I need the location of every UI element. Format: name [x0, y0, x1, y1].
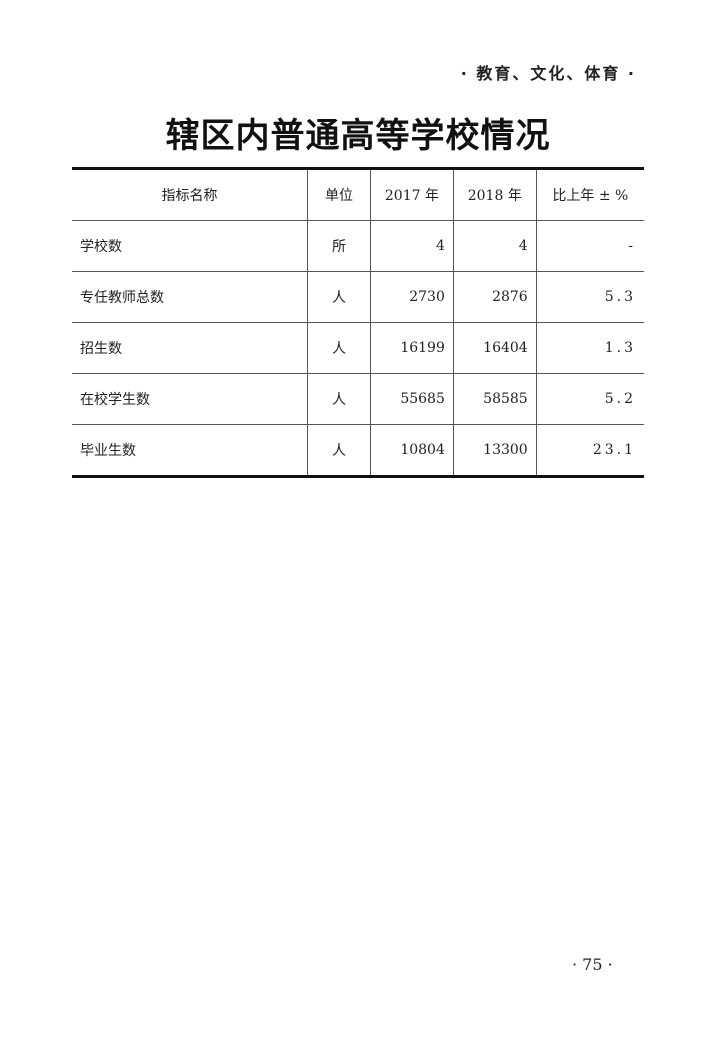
column-header: 2017 年 [370, 168, 454, 221]
table-cell: 10804 [370, 424, 454, 477]
table-cell: 人 [307, 271, 371, 323]
table-cell: 5.3 [535, 271, 644, 323]
table-cell: 1.3 [535, 322, 644, 374]
table-cell: 招生数 [72, 322, 308, 374]
table-row: 毕业生数 人 10804 13300 23.1 [72, 424, 644, 477]
data-table: 指标名称 单位 2017 年 2018 年 比上年 ± % 学校数所 4 4- 专任教… [72, 167, 644, 478]
table-cell: 2730 [370, 271, 454, 323]
table-cell: 人 [307, 322, 371, 374]
table-cell: 16404 [452, 322, 537, 374]
table-cell: 在校学生数 [72, 373, 308, 425]
table-cell: - [535, 220, 644, 272]
table-header-row: 指标名称 单位 2017 年 2018 年 比上年 ± % [72, 168, 644, 221]
page-number: · 75 · [572, 955, 613, 974]
section-header: · 教育、文化、体育 · [460, 64, 636, 83]
column-header: 比上年 ± % [535, 168, 644, 221]
column-header: 单位 [307, 168, 371, 221]
table-cell: 人 [307, 373, 371, 425]
table-cell: 16199 [370, 322, 454, 374]
table-cell: 5.2 [535, 373, 644, 425]
table-cell: 58585 [452, 373, 537, 425]
table-row: 招生数人 16199 16404 1.3 [72, 322, 644, 374]
column-header: 2018 年 [452, 168, 537, 221]
page-title: 辖区内普通高等学校情况 [165, 116, 551, 156]
table-cell: 2876 [452, 271, 537, 323]
table-cell: 13300 [452, 424, 537, 477]
table-cell: 4 [370, 220, 454, 272]
table-row: 在校学生数人 55685 58585 5.2 [72, 373, 644, 425]
table-cell: 专任教师总数 [72, 271, 308, 323]
table-cell: 毕业生数 [80, 443, 136, 459]
table-row: 学校数所 4 4- [72, 220, 644, 272]
table-cell: 学校数 [72, 220, 308, 272]
table-cell: 人 [307, 424, 371, 477]
table-cell: 4 [452, 220, 537, 272]
table-cell: 23.1 [535, 424, 644, 477]
column-header: 指标名称 [72, 168, 308, 221]
table-cell: 所 [307, 220, 371, 272]
table-row: 专任教师总数人 2730 2876 5.3 [72, 271, 644, 323]
table-cell: 55685 [370, 373, 454, 425]
